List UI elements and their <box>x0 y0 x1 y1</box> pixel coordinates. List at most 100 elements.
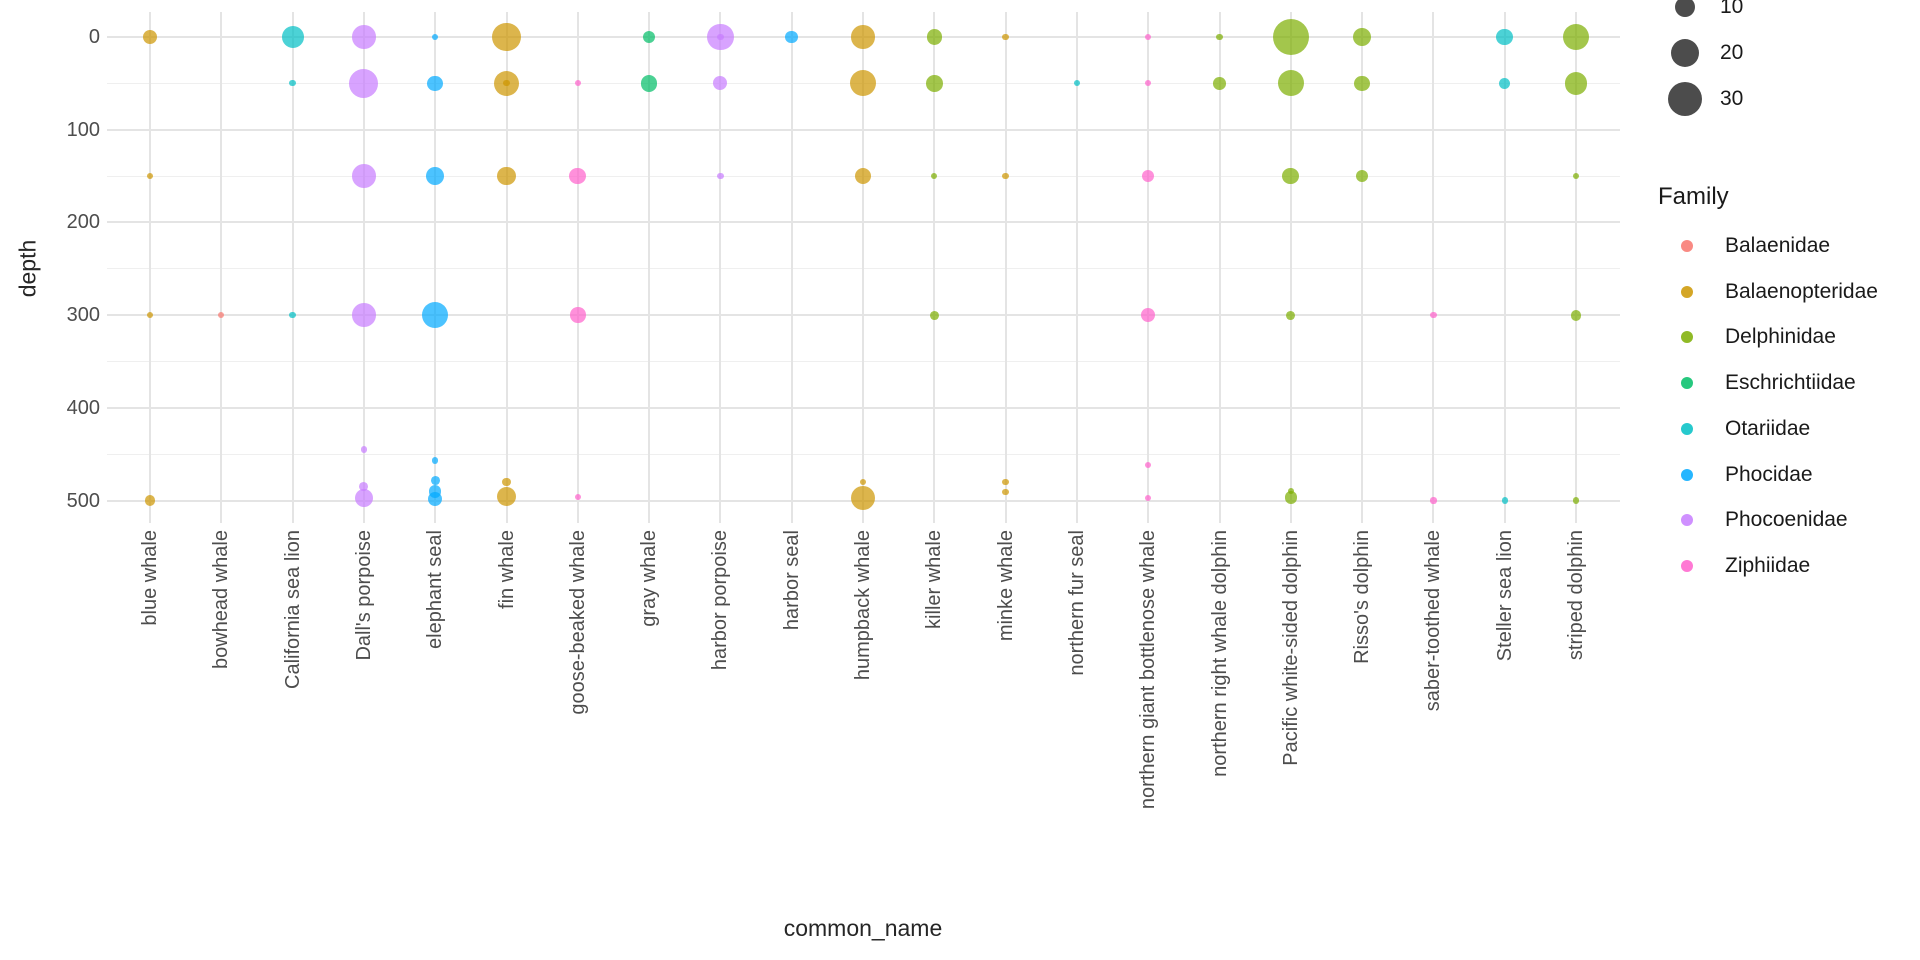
x-category-label-text: Dall's porpoise <box>352 530 375 661</box>
data-point <box>1353 28 1371 46</box>
data-point <box>1430 311 1437 319</box>
family-legend-label: Otariidae <box>1725 416 1811 440</box>
data-point <box>1145 33 1152 41</box>
x-category-label-text: northern right whale dolphin <box>1208 530 1231 777</box>
data-point <box>850 70 876 97</box>
data-point <box>1284 491 1298 504</box>
x-gridline <box>1218 12 1221 523</box>
x-category-label-text: humpback whale <box>852 530 874 681</box>
data-point <box>1496 28 1514 46</box>
data-point <box>574 493 581 500</box>
family-legend-swatch <box>1681 240 1693 252</box>
data-point <box>851 25 875 49</box>
data-point <box>926 29 942 45</box>
data-point <box>289 80 296 87</box>
x-category-label-text: gray whale <box>638 530 661 627</box>
y-tick-label: 500 <box>66 489 100 512</box>
data-point <box>426 167 445 185</box>
data-point <box>497 487 516 507</box>
x-gridline <box>576 12 579 523</box>
x-gridline <box>434 12 437 523</box>
data-point <box>428 484 442 498</box>
x-gridline <box>933 12 936 523</box>
data-point <box>1430 497 1437 504</box>
x-gridline <box>362 12 365 523</box>
data-point <box>1572 172 1580 180</box>
family-legend-swatch <box>1681 559 1693 572</box>
size-legend-label: 20 <box>1720 41 1744 64</box>
data-point <box>929 310 939 320</box>
family-legend-swatch <box>1681 331 1693 344</box>
data-point <box>1002 172 1009 180</box>
data-point <box>1572 497 1580 504</box>
data-point <box>352 164 376 188</box>
data-point <box>1501 497 1508 504</box>
data-point <box>360 446 368 453</box>
data-point <box>1141 169 1155 183</box>
data-point <box>349 68 379 98</box>
data-point <box>497 166 516 186</box>
x-gridline <box>149 12 151 523</box>
x-gridline <box>1147 12 1150 523</box>
x-category-label-text: blue whale <box>139 530 161 626</box>
x-category-label-text: Risso's dolphin <box>1351 530 1374 664</box>
x-gridline <box>1289 12 1292 523</box>
x-gridline <box>1075 12 1078 523</box>
data-point <box>1354 75 1370 92</box>
x-category-label-text: northern giant bottlenose whale <box>1137 530 1160 810</box>
family-legend-swatch <box>1681 422 1693 435</box>
x-category-label-text: California sea lion <box>281 530 304 689</box>
x-gridline <box>1503 12 1506 523</box>
y-tick-label: 200 <box>66 211 100 234</box>
family-legend-label: Ziphiidae <box>1725 553 1811 577</box>
data-point <box>570 307 586 323</box>
x-category-label-text: Steller sea lion <box>1493 530 1516 662</box>
data-point <box>1355 169 1369 183</box>
data-point <box>713 76 728 91</box>
data-point <box>640 75 658 92</box>
data-point <box>931 172 938 180</box>
data-point <box>642 30 656 44</box>
size-legend-label: 30 <box>1720 87 1744 110</box>
data-point <box>1145 494 1152 501</box>
data-point <box>281 26 304 48</box>
data-point <box>1563 24 1589 50</box>
x-gridline <box>1432 12 1435 523</box>
data-point <box>289 311 296 319</box>
x-gridline <box>862 12 864 523</box>
data-point <box>574 80 581 87</box>
data-point <box>1216 33 1223 41</box>
data-point <box>1002 33 1009 41</box>
data-point <box>1002 478 1009 486</box>
size-legend-circle <box>1670 38 1700 68</box>
data-point <box>359 482 369 492</box>
x-category-label-text: minke whale <box>994 530 1017 642</box>
data-point <box>717 172 724 180</box>
data-point <box>503 80 510 87</box>
x-category-label-text: bowhead whale <box>210 530 233 669</box>
data-point <box>1145 462 1152 469</box>
x-category-label-text: killer whale <box>923 530 946 629</box>
data-point <box>859 478 867 486</box>
x-gridline <box>1004 12 1007 523</box>
family-legend-label: Balaenidae <box>1725 234 1831 257</box>
data-point <box>1272 18 1309 56</box>
data-point <box>850 485 876 510</box>
family-legend-label: Eschrichtiidae <box>1725 371 1856 395</box>
data-point <box>1277 70 1304 97</box>
data-point <box>432 33 439 41</box>
size-legend-label: 10 <box>1720 0 1744 18</box>
x-category-label-text: harbor seal <box>780 530 803 631</box>
data-point <box>142 29 158 45</box>
x-category-label-text: harbor porpoise <box>709 530 732 671</box>
data-point <box>1213 77 1226 90</box>
family-legend-label: Phocidae <box>1725 462 1813 486</box>
data-point <box>717 33 724 41</box>
y-tick-label: 400 <box>66 396 100 419</box>
data-point <box>1287 488 1294 495</box>
data-point <box>1073 80 1081 87</box>
x-category-label: fin whale <box>496 530 575 609</box>
x-category-label-text: northern fur seal <box>1065 530 1088 676</box>
size-legend-circle <box>1667 81 1703 117</box>
family-legend-title: Family <box>1658 183 1729 210</box>
